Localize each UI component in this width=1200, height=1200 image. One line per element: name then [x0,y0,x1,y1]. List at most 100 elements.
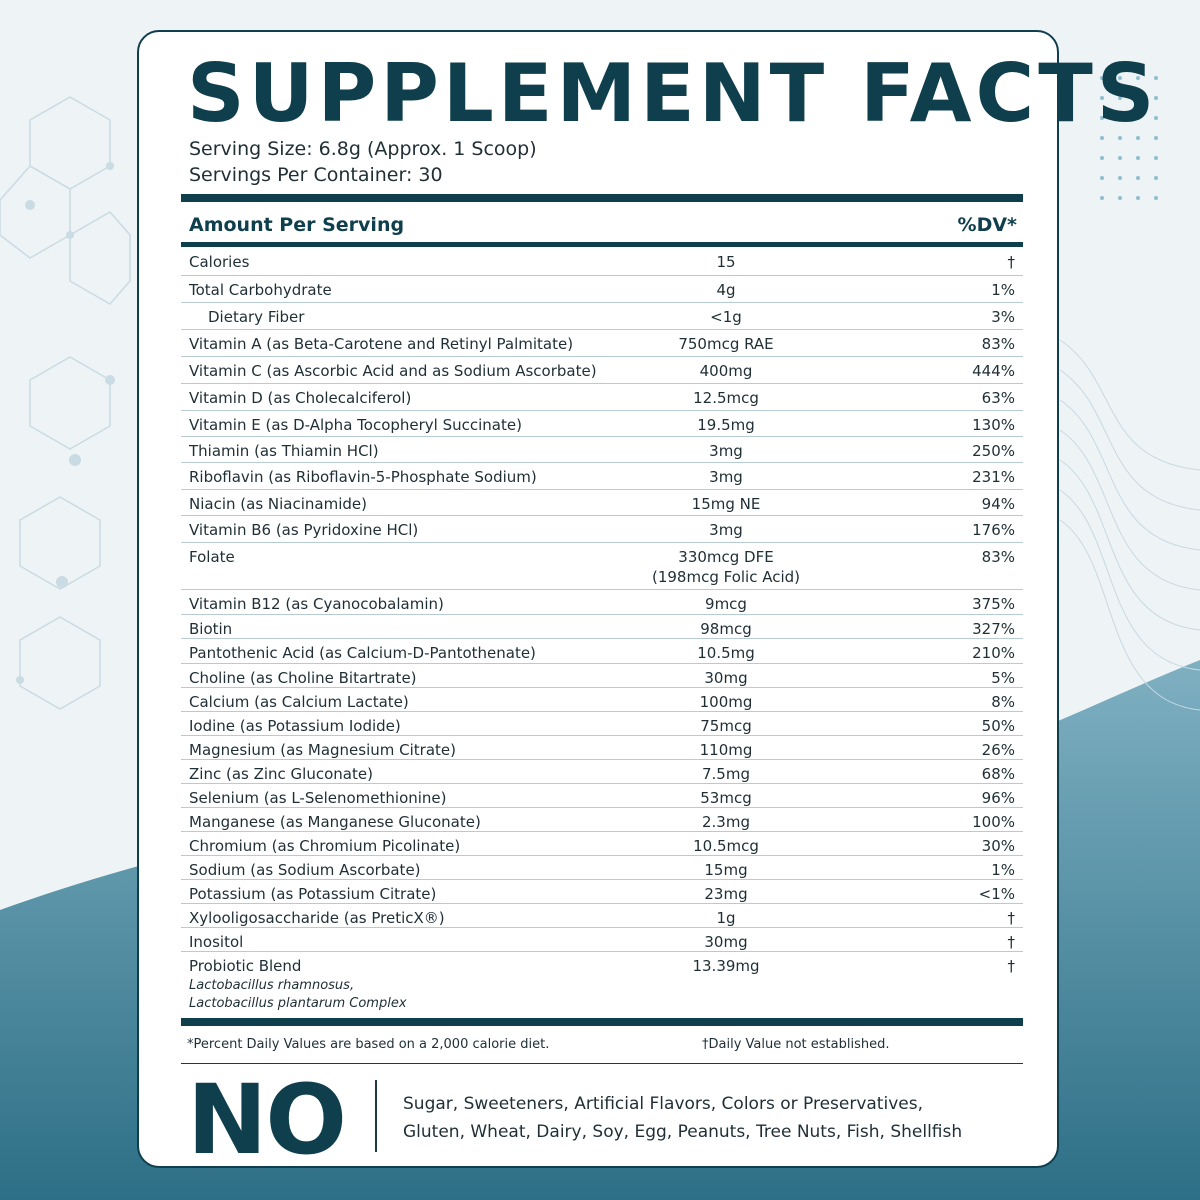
nutrient-dv: 3% [991,308,1015,326]
nutrient-amount: <1g [710,308,742,326]
nutrient-row: Vitamin D (as Cholecalciferol) 12.5mcg 63% [181,384,1023,411]
nutrient-row: Iodine (as Potassium Iodide) 75mcg 50% [181,712,1023,736]
nutrient-row: Vitamin E (as D-Alpha Tocopheryl Succina… [181,411,1023,437]
nutrient-amount: 15mg [704,861,748,879]
footer-rule [181,1018,1023,1026]
nutrient-dv: † [1007,909,1016,927]
nutrient-name: Manganese (as Manganese Gluconate) [189,813,481,831]
nutrient-name: Niacin (as Niacinamide) [189,495,367,513]
nutrient-name: Calcium (as Calcium Lactate) [189,693,409,711]
nutrient-row: Zinc (as Zinc Gluconate) 7.5mg 68% [181,760,1023,784]
nutrient-amount: 400mg [699,362,753,380]
nutrient-dv: <1% [978,885,1015,903]
nutrient-name: Folate [189,548,235,566]
nutrient-row: Total Carbohydrate 4g 1% [181,276,1023,303]
nutrient-row: Choline (as Choline Bitartrate) 30mg 5% [181,664,1023,688]
nutrient-name: Vitamin C (as Ascorbic Acid and as Sodiu… [189,362,597,380]
nutrient-name: Calories [189,253,250,271]
no-list: Sugar, Sweeteners, Artificial Flavors, C… [403,1090,962,1146]
nutrient-amount: 3mg [709,521,743,539]
header-rule [181,194,1023,202]
nutrient-amount: 3mg [709,442,743,460]
nutrient-name: Choline (as Choline Bitartrate) [189,669,417,687]
nutrient-row: Riboflavin (as Riboflavin-5-Phosphate So… [181,463,1023,490]
nutrient-row: Thiamin (as Thiamin HCl) 3mg 250% [181,437,1023,463]
probiotic-strain: Lactobacillus rhamnosus, [189,978,355,993]
nutrient-row: Magnesium (as Magnesium Citrate) 110mg 26% [181,736,1023,760]
no-list-line-1: Sugar, Sweeteners, Artificial Flavors, C… [403,1094,923,1114]
no-list-line-2: Gluten, Wheat, Dairy, Soy, Egg, Peanuts,… [403,1122,963,1142]
nutrient-row: Xylooligosaccharide (as PreticX®) 1g † [181,904,1023,928]
nutrient-dv: 375% [972,595,1015,613]
nutrient-name: Sodium (as Sodium Ascorbate) [189,861,421,879]
nutrient-table: Calories 15 † Total Carbohydrate 4g 1% Dietary… [181,248,1023,1017]
nutrient-row: Inositol 30mg † [181,928,1023,952]
nutrient-dv: 130% [972,416,1015,434]
nutrient-amount: 19.5mg [697,416,755,434]
table-header: Amount Per Serving %DV* [189,214,1017,242]
nutrient-dv: 30% [981,837,1015,855]
nutrient-row: Chromium (as Chromium Picolinate) 10.5mcg… [181,832,1023,856]
nutrient-dv: 231% [972,468,1015,486]
nutrient-amount: 10.5mg [697,644,755,662]
nutrient-amount: 1g [716,909,736,927]
nutrient-amount: 15mg NE [691,495,761,513]
nutrient-dv: 63% [981,389,1015,407]
nutrient-name: Iodine (as Potassium Iodide) [189,717,401,735]
nutrient-dv: 210% [972,644,1015,662]
nutrient-row: Vitamin B6 (as Pyridoxine HCl) 3mg 176% [181,516,1023,543]
nutrient-dv: 5% [991,669,1015,687]
nutrient-row: Vitamin C (as Ascorbic Acid and as Sodiu… [181,357,1023,384]
nutrient-amount: 9mcg [705,595,747,613]
nutrient-amount: 110mg [699,741,753,759]
nutrient-name: Pantothenic Acid (as Calcium-D-Pantothen… [189,644,536,662]
nutrient-name: Chromium (as Chromium Picolinate) [189,837,461,855]
header-sub-rule [181,242,1023,247]
nutrient-dv: † [1007,933,1016,951]
nutrient-dv: 444% [972,362,1015,380]
nutrient-name: Magnesium (as Magnesium Citrate) [189,741,456,759]
wave-lines-icon [1059,339,1200,711]
nutrient-dv: 68% [981,765,1015,783]
nutrient-row: Vitamin B12 (as Cyanocobalamin) 9mcg 375% [181,590,1023,615]
nutrient-row: Biotin 98mcg 327% [181,615,1023,639]
nutrient-dv: 50% [981,717,1015,735]
nutrient-name: Probiotic Blend [189,957,302,975]
nutrient-amount-detail: (198mcg Folic Acid) [651,568,801,586]
no-divider [375,1080,377,1152]
nutrient-row: Folate 330mcg DFE (198mcg Folic Acid) 83% [181,543,1023,590]
nutrient-amount: 53mcg [700,789,752,807]
servings-per-container: Servings Per Container: 30 [189,164,443,186]
nutrient-dv: 83% [981,548,1015,566]
nutrient-amount: 15 [716,253,736,271]
nutrient-name: Riboflavin (as Riboflavin-5-Phosphate So… [189,468,537,486]
nutrient-dv: † [1007,957,1016,975]
nutrient-name: Dietary Fiber [208,308,305,326]
nutrient-amount: 3mg [709,468,743,486]
dot-grid-icon [1100,76,1158,200]
nutrient-row: Niacin (as Niacinamide) 15mg NE 94% [181,490,1023,516]
supplement-facts-panel: SUPPLEMENT FACTS Serving Size: 6.8g (App… [137,30,1154,1168]
serving-size: Serving Size: 6.8g (Approx. 1 Scoop) [189,138,537,160]
nutrient-row: Calories 15 † [181,248,1023,276]
nutrient-name: Selenium (as L-Selenomethionine) [189,789,447,807]
nutrient-amount: 2.3mg [702,813,750,831]
nutrient-dv: 250% [972,442,1015,460]
nutrient-dv: † [1007,253,1016,271]
nutrient-name: Biotin [189,620,233,638]
nutrient-name: Thiamin (as Thiamin HCl) [189,442,379,460]
nutrient-name: Zinc (as Zinc Gluconate) [189,765,373,783]
nutrient-dv: 327% [972,620,1015,638]
nutrient-amount: 100mg [699,693,753,711]
dagger-footnote: †Daily Value not established. [702,1037,890,1052]
nutrient-name: Total Carbohydrate [189,281,332,299]
nutrient-amount: 12.5mcg [693,389,759,407]
nutrient-amount: 30mg [704,669,748,687]
nutrient-row: Calcium (as Calcium Lactate) 100mg 8% [181,688,1023,712]
nutrient-amount: 10.5mcg [693,837,759,855]
nutrient-name: Vitamin A (as Beta-Carotene and Retinyl … [189,335,574,353]
footnote-divider [181,1063,1023,1064]
nutrient-row: Pantothenic Acid (as Calcium-D-Pantothen… [181,639,1023,664]
nutrient-row: Manganese (as Manganese Gluconate) 2.3mg 1… [181,808,1023,832]
dv-label: %DV* [957,214,1017,236]
